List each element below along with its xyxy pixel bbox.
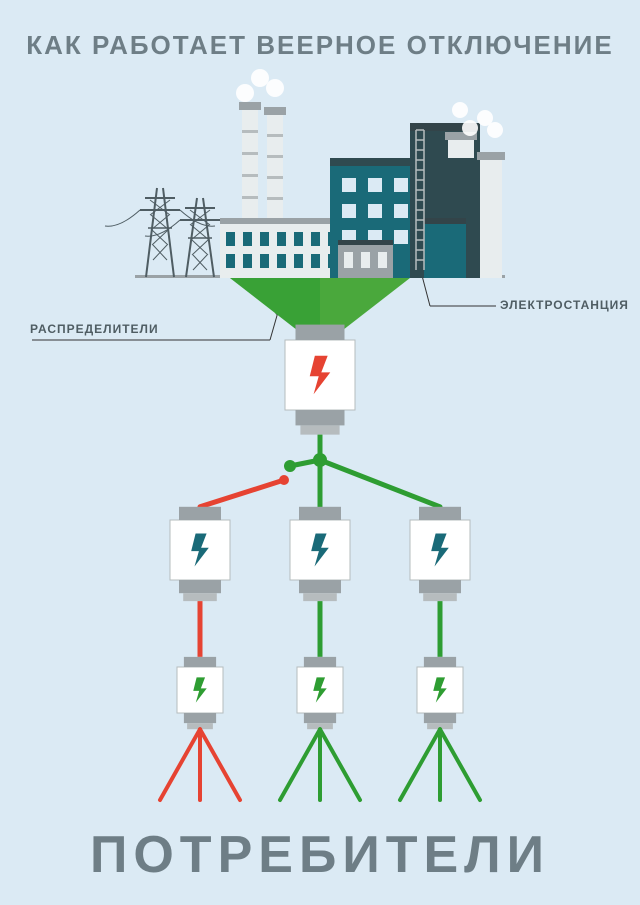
power-plant-icon	[105, 69, 505, 278]
diagram	[0, 0, 640, 905]
